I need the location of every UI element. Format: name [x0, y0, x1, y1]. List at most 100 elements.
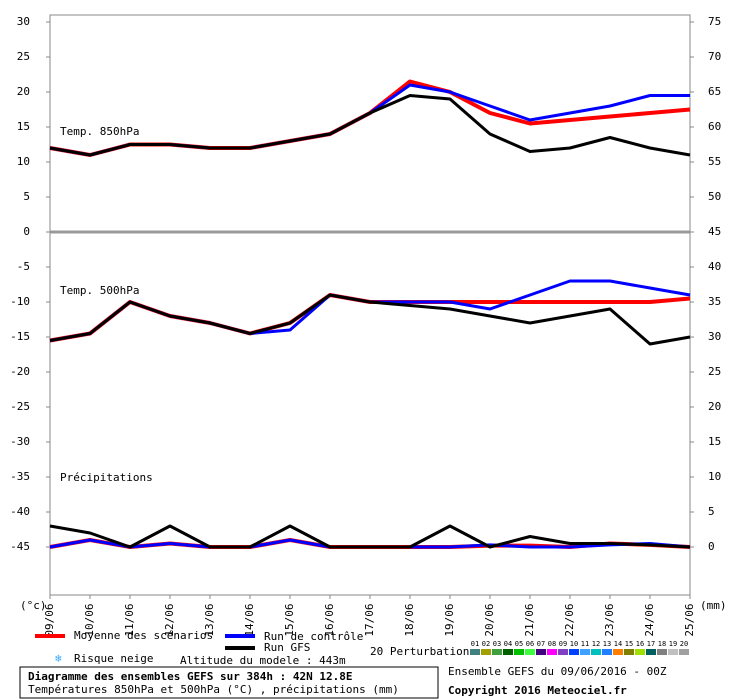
legend-label: Run GFS [264, 641, 310, 654]
x-tick-label: 24/06 [643, 603, 656, 636]
member-swatch [580, 649, 590, 655]
legend-label: Moyenne des scénarios [74, 629, 213, 642]
member-swatch [470, 649, 480, 655]
member-label: 03 [493, 640, 501, 648]
y-tick-label: -20 [10, 365, 30, 378]
member-label: 14 [614, 640, 622, 648]
x-tick-label: 25/06 [683, 603, 696, 636]
y-unit: (°c) [20, 599, 47, 612]
y2-unit: (mm) [700, 599, 727, 612]
series-line [49, 293, 691, 346]
member-swatch [503, 649, 513, 655]
y2-tick-label: 55 [708, 155, 721, 168]
x-tick-label: 17/06 [363, 603, 376, 636]
member-swatch [624, 649, 634, 655]
x-tick-label: 20/06 [483, 603, 496, 636]
snow-icon: ❄ [55, 652, 62, 665]
x-tick-label: 19/06 [443, 603, 456, 636]
member-swatch [591, 649, 601, 655]
member-swatch [569, 649, 579, 655]
copyright: Copyright 2016 Meteociel.fr [448, 684, 627, 697]
member-label: 02 [482, 640, 490, 648]
snow-risk: Risque neige [74, 652, 153, 665]
y-tick-label: -35 [10, 470, 30, 483]
y2-tick-label: 25 [708, 365, 721, 378]
y-tick-label: -45 [10, 540, 30, 553]
y2-tick-label: 20 [708, 400, 721, 413]
member-label: 11 [581, 640, 589, 648]
y2-tick-label: 65 [708, 85, 721, 98]
y-tick-label: -40 [10, 505, 30, 518]
member-label: 20 [680, 640, 688, 648]
y2-tick-label: 45 [708, 225, 721, 238]
member-swatch [657, 649, 667, 655]
x-tick-label: 10/06 [83, 603, 96, 636]
y2-tick-label: 15 [708, 435, 721, 448]
member-swatch [679, 649, 689, 655]
member-swatch [602, 649, 612, 655]
y2-tick-label: 5 [708, 505, 715, 518]
member-swatch [525, 649, 535, 655]
member-swatch [536, 649, 546, 655]
y2-tick-label: 50 [708, 190, 721, 203]
series-line [49, 524, 691, 549]
member-label: 19 [669, 640, 677, 648]
x-tick-label: 21/06 [523, 603, 536, 636]
series-line [49, 94, 691, 157]
x-tick-label: 23/06 [603, 603, 616, 636]
x-tick-label: 16/06 [323, 603, 336, 636]
member-swatch [613, 649, 623, 655]
legend-label: Run de contrôle [264, 630, 363, 643]
member-swatch [514, 649, 524, 655]
y-tick-label: 20 [17, 85, 30, 98]
member-label: 12 [592, 640, 600, 648]
panel-label: Temp. 500hPa [60, 284, 139, 297]
x-tick-label: 09/06 [43, 603, 56, 636]
x-tick-label: 15/06 [283, 603, 296, 636]
y-tick-label: -10 [10, 295, 30, 308]
perturbations-label: 20 Perturbations [370, 645, 476, 658]
member-swatch [635, 649, 645, 655]
x-tick-label: 14/06 [243, 603, 256, 636]
title-box [19, 666, 439, 699]
member-swatch [558, 649, 568, 655]
y2-tick-label: 30 [708, 330, 721, 343]
run-info: Ensemble GEFS du 09/06/2016 - 00Z [448, 665, 667, 678]
y2-tick-label: 0 [708, 540, 715, 553]
x-tick-label: 22/06 [563, 603, 576, 636]
y-tick-label: 25 [17, 50, 30, 63]
member-swatch [668, 649, 678, 655]
altitude: Altitude du modele : 443m [180, 654, 346, 667]
member-label: 06 [526, 640, 534, 648]
y2-tick-label: 75 [708, 15, 721, 28]
member-label: 05 [515, 640, 523, 648]
member-label: 15 [625, 640, 633, 648]
member-label: 09 [559, 640, 567, 648]
member-label: 04 [504, 640, 512, 648]
y-tick-label: -30 [10, 435, 30, 448]
member-swatch [547, 649, 557, 655]
y-tick-label: 15 [17, 120, 30, 133]
x-tick-label: 18/06 [403, 603, 416, 636]
x-tick-label: 12/06 [163, 603, 176, 636]
x-tick-label: 13/06 [203, 603, 216, 636]
member-swatch [481, 649, 491, 655]
y-tick-label: -5 [17, 260, 30, 273]
y-tick-label: -15 [10, 330, 30, 343]
y-tick-label: -25 [10, 400, 30, 413]
member-swatch [492, 649, 502, 655]
panel-label: Temp. 850hPa [60, 125, 139, 138]
member-label: 18 [658, 640, 666, 648]
y-tick-label: 30 [17, 15, 30, 28]
y2-tick-label: 10 [708, 470, 721, 483]
y-tick-label: 0 [23, 225, 30, 238]
panel-label: Précipitations [60, 471, 153, 484]
y2-tick-label: 70 [708, 50, 721, 63]
y2-tick-label: 40 [708, 260, 721, 273]
member-label: 16 [636, 640, 644, 648]
x-tick-label: 11/06 [123, 603, 136, 636]
y2-tick-label: 60 [708, 120, 721, 133]
member-swatch [646, 649, 656, 655]
member-label: 01 [471, 640, 479, 648]
